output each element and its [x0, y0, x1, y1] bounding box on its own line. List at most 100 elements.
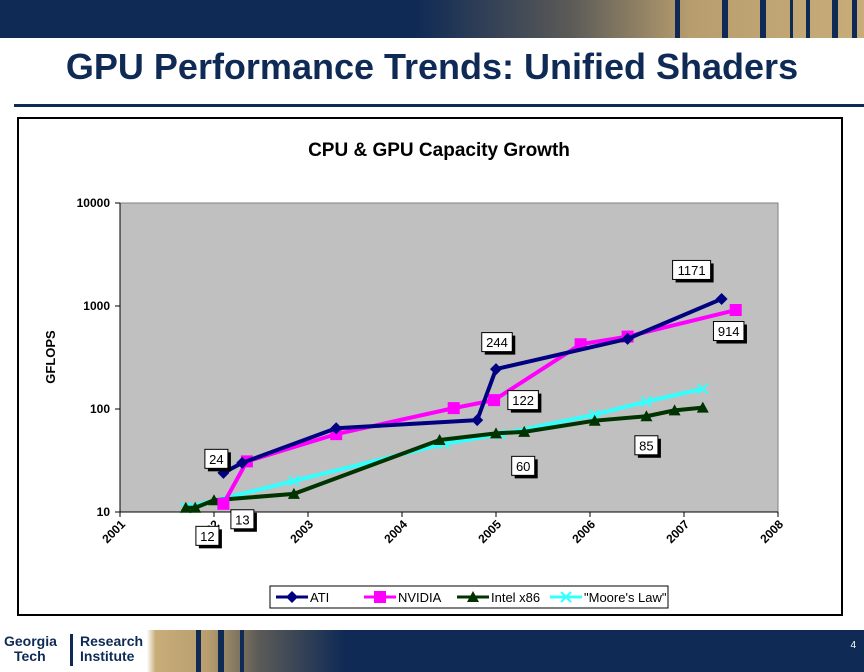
data-point: [518, 425, 531, 437]
x-tick-label: 2003: [287, 517, 316, 546]
georgia-tech-logo: Georgia Tech Research Institute: [4, 634, 150, 668]
legend-item: ATI: [276, 590, 329, 605]
data-label-text: 60: [516, 459, 530, 474]
data-label-box: [672, 259, 712, 280]
data-label-text: 914: [718, 324, 740, 339]
data-point: [179, 501, 192, 513]
data-label-85: 85: [634, 435, 661, 458]
legend-label: Intel x86: [491, 590, 540, 605]
header-stripe: [675, 0, 680, 38]
data-point: [208, 494, 220, 506]
y-tick-label: 10: [97, 505, 111, 519]
data-point: [640, 395, 653, 408]
footer-stripe: [240, 630, 244, 672]
data-label-1171: 1171: [672, 259, 714, 283]
data-label-box: [195, 525, 220, 546]
x-tick-label: 2001: [99, 517, 128, 546]
data-point: [668, 404, 681, 416]
logo-georgia: Georgia: [4, 633, 57, 649]
data-point: [490, 427, 502, 439]
logo-research: Research: [80, 633, 144, 649]
header-stripe: [760, 0, 766, 38]
data-label-122: 122: [507, 390, 542, 413]
footer-band: [0, 630, 864, 672]
data-label-box: [712, 321, 745, 342]
legend-label: NVIDIA: [398, 590, 442, 605]
y-axis-label: GFLOPS: [43, 330, 58, 384]
header-stripe: [852, 0, 857, 38]
data-label-box: [507, 390, 539, 411]
data-point: [488, 394, 501, 407]
title-rule: [14, 104, 864, 107]
data-point: [217, 497, 230, 510]
logo-left-text: Georgia Tech: [4, 634, 57, 664]
data-label-text: 1171: [678, 263, 706, 278]
data-point: [330, 422, 343, 435]
data-point: [374, 591, 386, 603]
x-tick-label: 2006: [569, 517, 598, 546]
logo-tech: Tech: [14, 648, 46, 664]
data-point: [287, 487, 300, 499]
header-stripe: [722, 0, 728, 38]
data-point: [729, 304, 742, 317]
y-tick-label: 1000: [83, 299, 110, 313]
data-point: [471, 414, 484, 427]
data-label-24: 24: [204, 448, 231, 472]
data-label-60: 60: [511, 455, 538, 479]
x-tick-label: 2004: [381, 517, 410, 546]
legend-item: Intel x86: [457, 590, 540, 605]
data-point: [640, 410, 653, 422]
header-stripe: [806, 0, 810, 38]
data-point: [286, 591, 298, 603]
legend-label: ATI: [310, 590, 329, 605]
chart-frame: CPU & GPU Capacity Growth GFLOPS 10 100 10…: [17, 117, 843, 616]
x-tick-label: 2007: [663, 517, 692, 546]
legend: ATI NVIDIA Intel x86 "Moore's Law": [269, 585, 669, 609]
data-label-914: 914: [712, 321, 747, 344]
data-point: [560, 591, 572, 603]
data-label-244: 244: [481, 332, 516, 355]
data-label-box: [204, 448, 229, 469]
data-point: [696, 401, 709, 413]
logo-institute: Institute: [80, 648, 135, 664]
data-label-12: 12: [195, 525, 222, 549]
data-point: [588, 414, 601, 426]
footer-stripe: [218, 630, 224, 672]
legend-item: "Moore's Law": [550, 590, 667, 605]
logo-divider: [70, 634, 73, 666]
page-number: 4: [850, 640, 856, 651]
data-point: [490, 363, 502, 376]
y-tick-label: 10000: [77, 196, 111, 210]
data-point: [189, 501, 202, 513]
data-point: [715, 292, 728, 305]
series-intel-x86: [179, 401, 709, 513]
data-point: [447, 402, 460, 415]
header-stripe: [832, 0, 838, 38]
legend-label: "Moore's Law": [584, 590, 667, 605]
data-point: [433, 434, 446, 446]
data-label-text: 12: [200, 529, 214, 544]
data-label-box: [230, 509, 255, 530]
data-label-box: [481, 332, 513, 353]
chart-title: CPU & GPU Capacity Growth: [308, 140, 570, 161]
data-point: [697, 383, 709, 395]
data-label-text: 122: [512, 393, 534, 408]
legend-item: NVIDIA: [364, 590, 442, 605]
chart-svg: CPU & GPU Capacity Growth GFLOPS 10 100 10…: [43, 140, 786, 609]
data-label-13: 13: [230, 509, 257, 532]
data-label-box: [634, 435, 659, 456]
header-stripe: [790, 0, 793, 38]
data-point: [236, 456, 249, 469]
data-point: [288, 475, 300, 487]
data-label-box: [511, 455, 536, 476]
plot-layer: 1010010001000020012002200320042005200620…: [77, 196, 786, 549]
x-tick-label: 2008: [757, 517, 786, 546]
y-tick-label: 100: [90, 402, 110, 416]
footer-stripe: [196, 630, 201, 672]
slide-title: GPU Performance Trends: Unified Shaders: [65, 46, 799, 87]
data-point: [467, 591, 479, 602]
header-band: [0, 0, 864, 38]
data-label-text: 85: [639, 438, 653, 453]
data-label-text: 24: [209, 452, 223, 467]
x-tick-label: 2005: [475, 517, 504, 546]
